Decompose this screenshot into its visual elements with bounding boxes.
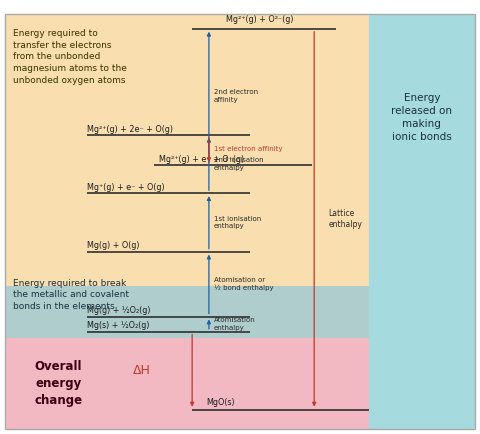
Text: Mg(s) + ½O₂(g): Mg(s) + ½O₂(g) bbox=[87, 321, 149, 330]
Bar bbox=[5, 14, 369, 338]
Text: Mg²⁺(g) + 2e⁻ + O(g): Mg²⁺(g) + 2e⁻ + O(g) bbox=[87, 125, 173, 134]
Bar bbox=[369, 14, 475, 429]
Bar bbox=[5, 286, 369, 338]
Text: Mg⁺(g) + e⁻ + O(g): Mg⁺(g) + e⁻ + O(g) bbox=[87, 183, 165, 192]
Text: Atomisation
enthalpy: Atomisation enthalpy bbox=[214, 317, 255, 331]
Text: 2nd electron
affinity: 2nd electron affinity bbox=[214, 89, 258, 102]
Text: Energy
released on
making
ionic bonds: Energy released on making ionic bonds bbox=[391, 93, 452, 142]
Text: Lattice
enthalpy: Lattice enthalpy bbox=[328, 209, 362, 229]
Text: MgO(s): MgO(s) bbox=[206, 398, 235, 408]
Text: Mg(g) + ½O₂(g): Mg(g) + ½O₂(g) bbox=[87, 306, 150, 315]
Text: 2nd ionisation
enthalpy: 2nd ionisation enthalpy bbox=[214, 158, 264, 171]
Text: Energy required to break
the metallic and covalent
bonds in the elements: Energy required to break the metallic an… bbox=[12, 279, 129, 311]
Text: Mg(g) + O(g): Mg(g) + O(g) bbox=[87, 241, 139, 250]
Text: Atomisation or
½ bond enthalpy: Atomisation or ½ bond enthalpy bbox=[214, 277, 273, 291]
Text: Energy required to
transfer the electrons
from the unbonded
magnesium atoms to t: Energy required to transfer the electron… bbox=[12, 29, 127, 85]
Text: Overall
energy
change: Overall energy change bbox=[34, 360, 82, 407]
Text: 1st electron affinity: 1st electron affinity bbox=[214, 146, 282, 151]
Text: Mg²⁺(g) + O²⁻(g): Mg²⁺(g) + O²⁻(g) bbox=[226, 16, 293, 24]
Text: Mg²⁺(g) + e⁻ + O⁻(g): Mg²⁺(g) + e⁻ + O⁻(g) bbox=[158, 155, 244, 164]
Text: ΔH: ΔH bbox=[133, 364, 151, 377]
Text: 1st ionisation
enthalpy: 1st ionisation enthalpy bbox=[214, 216, 261, 230]
Bar bbox=[5, 338, 369, 429]
